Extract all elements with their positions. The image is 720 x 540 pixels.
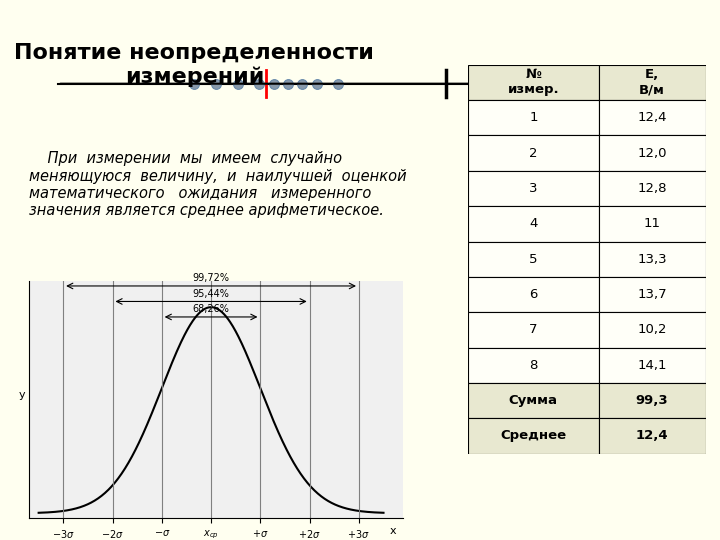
Text: 95,44%: 95,44%: [193, 289, 230, 299]
Bar: [468, 383, 599, 418]
Text: 13,7: 13,7: [637, 288, 667, 301]
Text: Сумма: Сумма: [509, 394, 558, 407]
Bar: [599, 171, 706, 206]
Bar: [468, 348, 599, 383]
Text: 4: 4: [529, 218, 538, 231]
Text: Понятие неопределенности
измерений: Понятие неопределенности измерений: [14, 43, 374, 87]
Text: 3: 3: [529, 182, 538, 195]
Text: 12,4: 12,4: [637, 111, 667, 124]
Bar: [468, 171, 599, 206]
Text: 99,3: 99,3: [636, 394, 668, 407]
Text: 12,4: 12,4: [636, 429, 668, 442]
Bar: [599, 383, 706, 418]
Bar: [468, 277, 599, 312]
Text: При  измерении  мы  имеем  случайно
меняющуюся  величину,  и  наилучшей  оценкой: При измерении мы имеем случайно меняющую…: [29, 151, 406, 218]
Text: x: x: [390, 526, 397, 536]
Bar: [599, 348, 706, 383]
Bar: [599, 65, 706, 100]
Bar: [599, 206, 706, 241]
Text: 11: 11: [644, 218, 661, 231]
Bar: [468, 136, 599, 171]
Bar: [468, 312, 599, 348]
Text: 13,3: 13,3: [637, 253, 667, 266]
Text: 12,8: 12,8: [637, 182, 667, 195]
Bar: [468, 100, 599, 136]
Bar: [599, 418, 706, 454]
Bar: [599, 277, 706, 312]
Text: 6: 6: [529, 288, 538, 301]
Text: №
измер.: № измер.: [508, 69, 559, 97]
Bar: [599, 241, 706, 277]
Y-axis label: y: y: [19, 389, 25, 400]
Text: 2: 2: [529, 147, 538, 160]
Text: 8: 8: [529, 359, 538, 372]
Text: 10,2: 10,2: [637, 323, 667, 336]
Text: 1: 1: [529, 111, 538, 124]
Text: 5: 5: [529, 253, 538, 266]
Text: 12,0: 12,0: [637, 147, 667, 160]
Bar: [599, 136, 706, 171]
Text: 7: 7: [529, 323, 538, 336]
Bar: [599, 100, 706, 136]
Text: 68,26%: 68,26%: [193, 305, 230, 314]
Bar: [468, 65, 599, 100]
Bar: [468, 206, 599, 241]
Bar: [468, 418, 599, 454]
Text: 14,1: 14,1: [637, 359, 667, 372]
Text: 99,72%: 99,72%: [192, 273, 230, 284]
Text: Е,
В/м: Е, В/м: [639, 69, 665, 97]
Bar: [468, 241, 599, 277]
Text: Среднее: Среднее: [500, 429, 567, 442]
Bar: [599, 312, 706, 348]
